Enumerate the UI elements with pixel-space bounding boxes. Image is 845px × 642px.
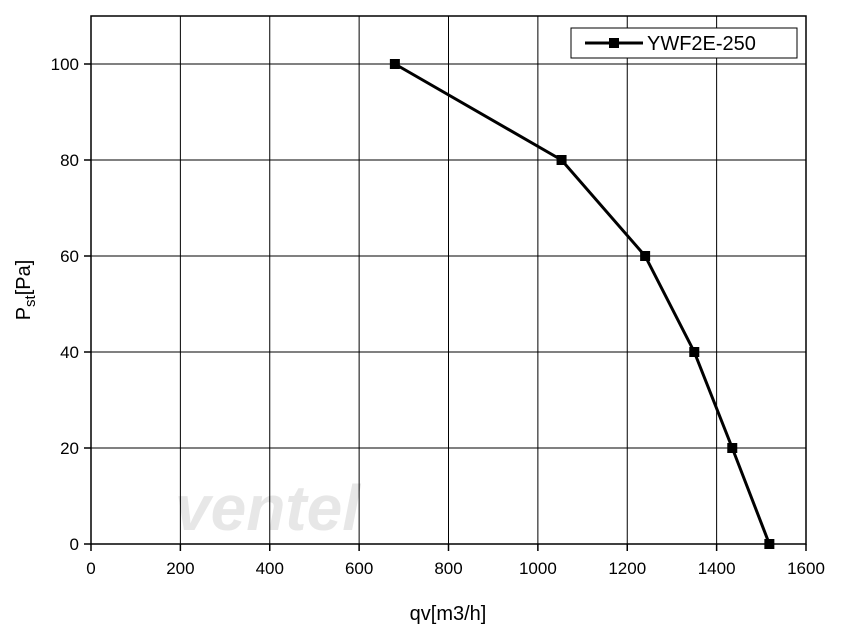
- y-tick-label: 0: [70, 535, 79, 554]
- legend-marker: [609, 38, 619, 48]
- x-tick-label: 800: [434, 559, 462, 578]
- y-tick-label: 40: [60, 343, 79, 362]
- x-tick-label: 600: [345, 559, 373, 578]
- point: [689, 347, 700, 357]
- x-tick-label: 1400: [698, 559, 736, 578]
- series-line: [394, 62, 771, 545]
- legend-label: YWF2E-250: [647, 33, 756, 55]
- y-axis-label: Pst[Pa]: [13, 260, 39, 321]
- x-tick-label: 1600: [787, 559, 825, 578]
- y-tick-label: 80: [60, 151, 79, 170]
- point: [640, 251, 651, 261]
- x-tick-label: 400: [256, 559, 284, 578]
- point: [764, 539, 775, 549]
- point: [727, 443, 738, 453]
- x-tick-label: 1200: [608, 559, 646, 578]
- y-label-unit: [Pa]: [13, 260, 35, 296]
- x-tick-label: 1000: [519, 559, 557, 578]
- x-axis-label: qv[m3/h]: [410, 603, 487, 625]
- point: [389, 59, 400, 69]
- y-label-sub: st: [22, 294, 39, 307]
- y-tick-label: 60: [60, 247, 79, 266]
- x-tick-label: 0: [86, 559, 95, 578]
- plot-frame: [90, 15, 807, 545]
- y-tick-label: 20: [60, 439, 79, 458]
- x-tick-label: 200: [166, 559, 194, 578]
- y-tick-label: 100: [51, 55, 79, 74]
- point: [556, 155, 567, 165]
- watermark: ventel: [175, 472, 361, 544]
- y-label-main: P: [13, 307, 35, 320]
